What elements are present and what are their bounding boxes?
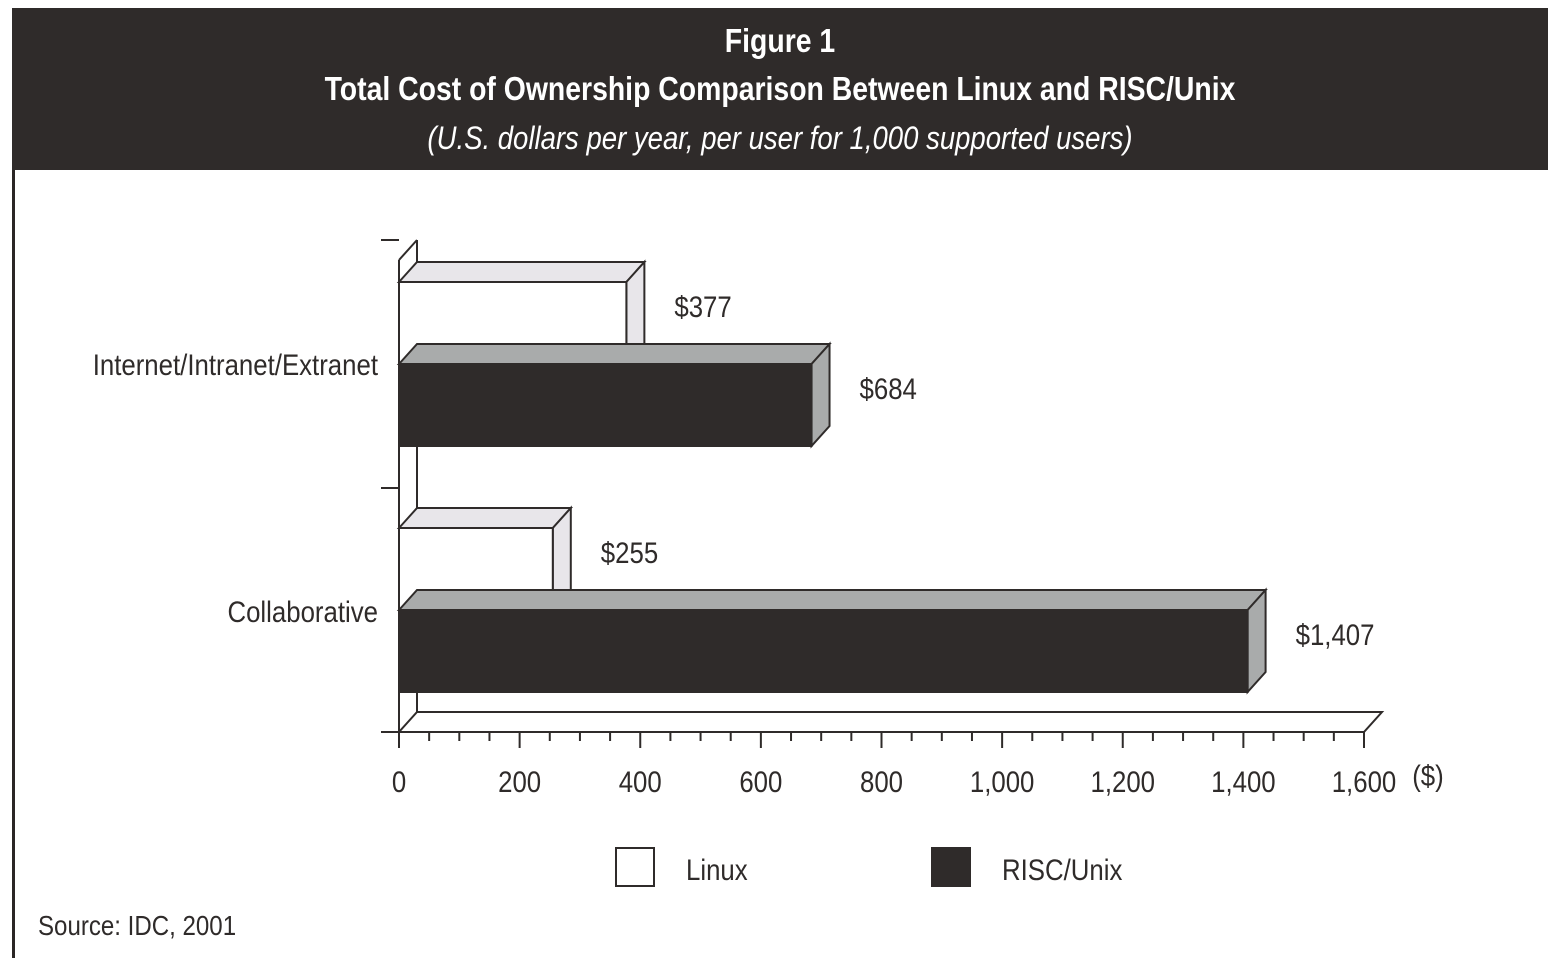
linux-bar-value-label: $377: [674, 290, 731, 323]
x-tick-label: 200: [498, 765, 541, 798]
legend-risc-unix-swatch: [931, 847, 971, 887]
y-category-label: Collaborative: [227, 595, 378, 628]
x-tick-label: 1,600: [1332, 765, 1397, 798]
risc-unix-bar-group: [396, 341, 832, 449]
chart-axes: 0 200 400 600 800 1,000 1,200 1,400 1,600 ($): [381, 239, 1444, 798]
x-tick-label: 0: [392, 765, 406, 798]
x-tick-label: 400: [619, 765, 662, 798]
legend-risc-unix-label: RISC/Unix: [1002, 853, 1122, 886]
x-axis-unit-label: ($): [1412, 759, 1444, 792]
chart-subtitle: (U.S. dollars per year, per user for 1,0…: [427, 120, 1133, 156]
chart-bars: [396, 259, 1268, 695]
linux-bar-top: [396, 261, 647, 283]
legend-linux-label: Linux: [686, 853, 748, 886]
figure-label: Figure 1: [724, 22, 836, 59]
risc-unix-bar-value-label: $684: [860, 372, 917, 405]
risc-unix-bar: [398, 609, 1249, 693]
y-axis-top-edge: [398, 239, 418, 261]
legend-linux-swatch: [615, 847, 655, 887]
risc-unix-bar-value-label: $1,407: [1296, 618, 1375, 651]
x-tick-label: 600: [739, 765, 782, 798]
chart-floor: [396, 711, 1385, 733]
y-category-label: Internet/Intranet/Extranet: [93, 348, 379, 381]
source-note: Source: IDC, 2001: [38, 910, 237, 941]
x-tick-label: 800: [860, 765, 903, 798]
risc-unix-bar-top: [396, 343, 832, 365]
chart-legend: Linux RISC/Unix: [615, 847, 1122, 887]
chart-labels: $377 $684 Internet/Intranet/Extranet $255 $1…: [93, 290, 1375, 651]
x-tick-label: 1,000: [970, 765, 1035, 798]
risc-unix-bar-top: [396, 589, 1268, 611]
risc-unix-bar-group: [396, 587, 1268, 695]
x-tick-label: 1,200: [1090, 765, 1155, 798]
linux-bar-value-label: $255: [601, 536, 658, 569]
x-tick-label: 1,400: [1211, 765, 1276, 798]
figure-header: Figure 1 Total Cost of Ownership Compari…: [12, 8, 1548, 170]
risc-unix-bar: [398, 363, 813, 447]
chart-title: Total Cost of Ownership Comparison Betwe…: [324, 70, 1236, 107]
linux-bar-top: [396, 507, 574, 529]
